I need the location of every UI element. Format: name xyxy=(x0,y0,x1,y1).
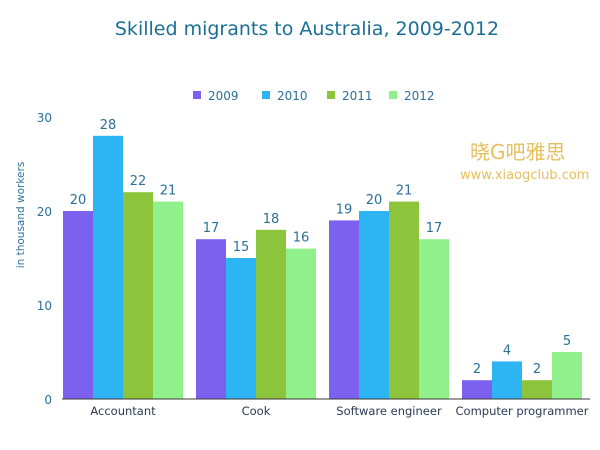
legend-label-2011: 2011 xyxy=(342,89,373,103)
category-label: Software engineer xyxy=(336,404,442,418)
data-label: 5 xyxy=(563,334,571,349)
bar-2012 xyxy=(153,201,183,399)
category-label: Cook xyxy=(242,404,271,418)
legend-swatch-2009 xyxy=(193,91,201,99)
bars: 20 28 22 21 17 15 18 16 19 20 21 17 2 4 2 5 xyxy=(63,118,582,400)
bar-2011 xyxy=(256,229,286,399)
legend-swatch-2012 xyxy=(389,91,397,99)
y-axis-label: in thousand workers xyxy=(15,162,27,269)
data-label: 21 xyxy=(160,184,177,199)
data-label: 16 xyxy=(293,231,310,246)
legend-label-2010: 2010 xyxy=(277,89,308,103)
category-label: Computer programmer xyxy=(456,404,589,418)
bar-2010 xyxy=(93,135,123,400)
bar-2009 xyxy=(196,239,226,399)
bar-2009 xyxy=(462,380,492,399)
chart-title: Skilled migrants to Australia, 2009-2012 xyxy=(115,18,499,40)
x-axis: Accountant Cook Software engineer Computer … xyxy=(90,404,588,418)
data-label: 15 xyxy=(233,240,250,255)
data-label: 22 xyxy=(130,174,147,189)
bar-2010 xyxy=(492,361,522,399)
legend-swatch-2011 xyxy=(327,91,335,99)
data-label: 21 xyxy=(396,184,413,199)
y-tick-label: 10 xyxy=(37,299,52,313)
legend-swatch-2010 xyxy=(262,91,270,99)
data-label: 17 xyxy=(203,221,220,236)
bar-2011 xyxy=(389,201,419,399)
bar-2009 xyxy=(329,220,359,399)
legend-label-2009: 2009 xyxy=(208,89,239,103)
data-label: 19 xyxy=(336,202,353,217)
data-label: 2 xyxy=(533,362,541,377)
y-tick-label: 0 xyxy=(44,393,52,407)
legend: 2009 2010 2011 2012 xyxy=(193,89,435,103)
data-label: 4 xyxy=(503,343,511,358)
data-label: 20 xyxy=(366,193,383,208)
bar-2012 xyxy=(286,248,316,399)
data-label: 17 xyxy=(426,221,443,236)
data-label: 18 xyxy=(263,212,280,227)
y-axis: 0 10 20 30 xyxy=(37,111,52,407)
bar-2012 xyxy=(552,352,582,399)
bar-2010 xyxy=(359,211,389,399)
data-label: 2 xyxy=(473,362,481,377)
legend-label-2012: 2012 xyxy=(404,89,435,103)
bar-2010 xyxy=(226,258,256,399)
y-tick-label: 30 xyxy=(37,111,52,125)
bar-2009 xyxy=(63,211,93,399)
bar-2011 xyxy=(123,192,153,399)
category-label: Accountant xyxy=(90,404,156,418)
data-label: 28 xyxy=(100,118,117,133)
bar-2012 xyxy=(419,239,449,399)
bar-2011 xyxy=(522,380,552,399)
data-label: 20 xyxy=(70,193,87,208)
y-tick-label: 20 xyxy=(37,205,52,219)
